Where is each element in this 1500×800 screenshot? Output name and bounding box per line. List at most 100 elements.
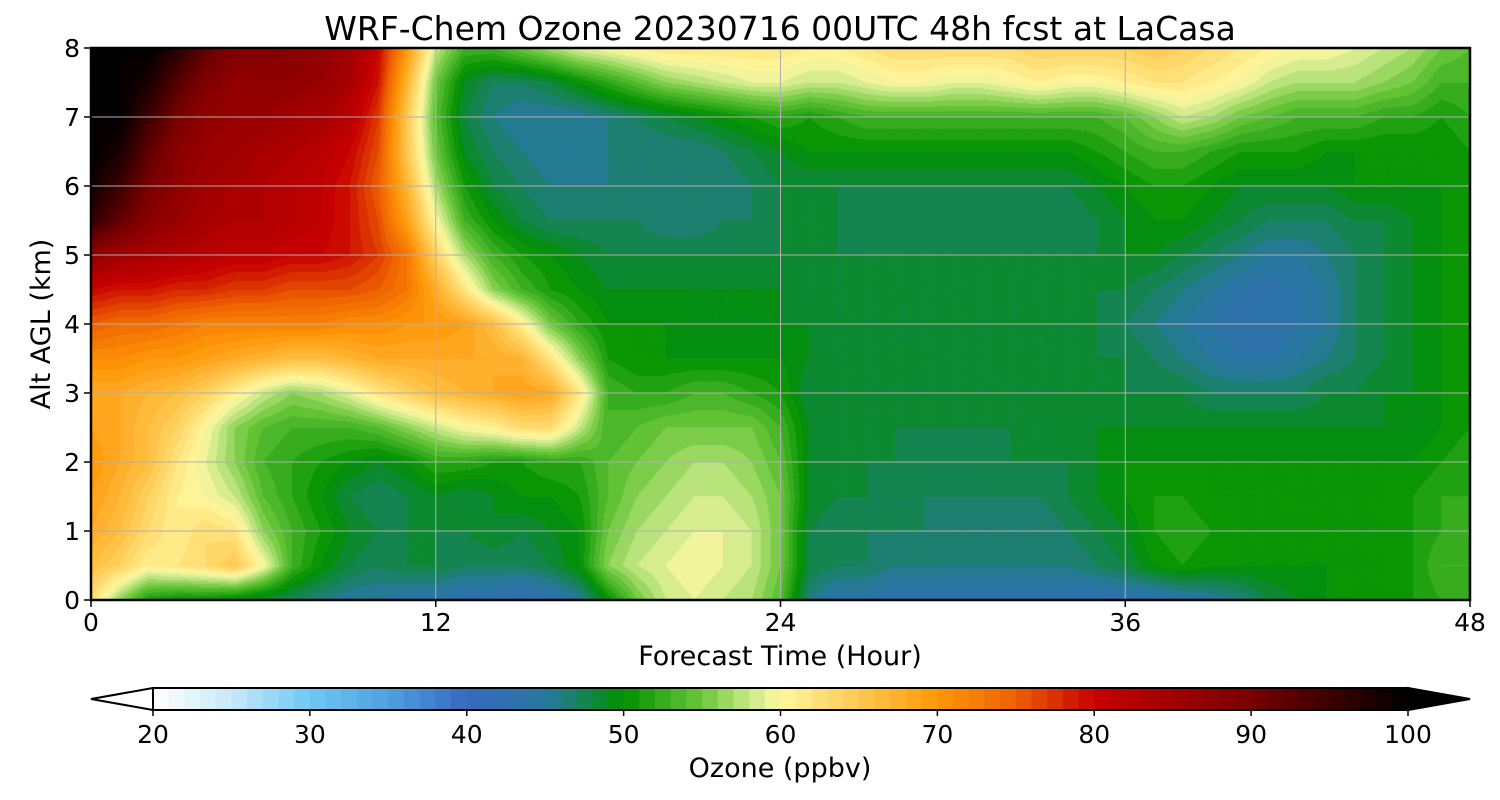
- colorbar-cell: [1062, 688, 1080, 710]
- colorbar-cell: [1000, 688, 1017, 710]
- colorbar-cell: [623, 688, 640, 710]
- y-tick-label: 2: [64, 448, 80, 477]
- colorbar-cell: [404, 688, 421, 710]
- colorbar-cell: [576, 688, 593, 710]
- colorbar-cell: [513, 688, 531, 710]
- y-axis-ticks: 0 1 2 3 4 5 6 7 8: [64, 34, 91, 615]
- colorbar-cell: [435, 688, 452, 710]
- colorbar-cell: [1251, 688, 1268, 710]
- colorbar-cell: [921, 688, 938, 710]
- y-tick-label: 3: [64, 379, 80, 408]
- colorbar-tick-label: 50: [608, 720, 640, 749]
- colorbar-cell: [592, 688, 609, 710]
- colorbar-cell: [231, 688, 248, 710]
- colorbar-cell: [388, 688, 405, 710]
- colorbar-cell: [262, 688, 280, 710]
- colorbar-cell: [1015, 688, 1033, 710]
- y-tick-label: 4: [64, 310, 80, 339]
- colorbar-cell: [1392, 688, 1409, 710]
- colorbar-cell: [1204, 688, 1221, 710]
- colorbar-cell: [1313, 688, 1331, 710]
- colorbar-cell: [890, 688, 907, 710]
- y-tick-label: 0: [64, 586, 80, 615]
- colorbar-cell: [1109, 688, 1127, 710]
- colorbar-cell: [1345, 688, 1362, 710]
- y-axis-label: Alt AGL (km): [26, 239, 57, 410]
- colorbar-cells: [153, 688, 1409, 710]
- chart-title: WRF-Chem Ozone 20230716 00UTC 48h fcst a…: [324, 9, 1236, 48]
- colorbar: 20 30 40 50 60 70 80 90 100: [90, 686, 1471, 749]
- colorbar-cell: [529, 688, 546, 710]
- colorbar-cell: [655, 688, 672, 710]
- colorbar-cell: [200, 688, 217, 710]
- y-tick-label: 8: [64, 34, 80, 63]
- y-tick-label: 6: [64, 172, 80, 201]
- colorbar-cell: [1125, 688, 1142, 710]
- colorbar-cell: [780, 688, 797, 710]
- colorbar-tick-label: 90: [1235, 720, 1267, 749]
- colorbar-cell: [1094, 688, 1111, 710]
- x-tick-label: 24: [765, 608, 797, 637]
- colorbar-cell: [670, 688, 687, 710]
- colorbar-cell: [1329, 688, 1346, 710]
- colorbar-cell: [278, 688, 295, 710]
- colorbar-cell: [843, 688, 860, 710]
- colorbar-cell: [545, 688, 562, 710]
- colorbar-cell: [153, 688, 170, 710]
- colorbar-cell: [1141, 688, 1158, 710]
- x-tick-label: 0: [83, 608, 99, 637]
- colorbar-cell: [968, 688, 986, 710]
- colorbar-cell: [733, 688, 750, 710]
- colorbar-cell: [1282, 688, 1299, 710]
- colorbar-cell: [1172, 688, 1189, 710]
- colorbar-cell: [827, 688, 844, 710]
- colorbar-tick-label: 40: [451, 720, 483, 749]
- colorbar-cell: [639, 688, 656, 710]
- colorbar-cell: [906, 688, 923, 710]
- colorbar-tick-label: 20: [137, 720, 169, 749]
- colorbar-cell: [498, 688, 515, 710]
- colorbar-cell: [1078, 688, 1095, 710]
- colorbar-cell: [796, 688, 813, 710]
- colorbar-cell: [764, 688, 782, 710]
- colorbar-cell: [984, 688, 1001, 710]
- colorbar-cell: [215, 688, 233, 710]
- colorbar-cell: [686, 688, 703, 710]
- colorbar-cell: [247, 688, 264, 710]
- colorbar-cell: [419, 688, 436, 710]
- colorbar-cell: [356, 688, 374, 710]
- colorbar-cell: [466, 688, 484, 710]
- colorbar-cell: [325, 688, 342, 710]
- colorbar-extend-low: [90, 686, 154, 712]
- colorbar-cell: [1031, 688, 1048, 710]
- colorbar-cell: [749, 688, 766, 710]
- colorbar-tick-label: 30: [294, 720, 326, 749]
- x-axis-label: Forecast Time (Hour): [638, 641, 922, 672]
- colorbar-tick-label: 70: [921, 720, 953, 749]
- x-tick-label: 12: [420, 608, 452, 637]
- colorbar-cell: [451, 688, 468, 710]
- colorbar-cell: [1188, 688, 1205, 710]
- colorbar-cell: [953, 688, 970, 710]
- y-tick-label: 1: [64, 517, 80, 546]
- colorbar-cell: [874, 688, 891, 710]
- colorbar-tick-label: 100: [1384, 720, 1432, 749]
- colorbar-label: Ozone (ppbv): [689, 753, 872, 784]
- colorbar-cell: [1360, 688, 1378, 710]
- y-tick-label: 5: [64, 241, 80, 270]
- colorbar-cell: [1157, 688, 1174, 710]
- colorbar-cell: [1047, 688, 1064, 710]
- colorbar-cell: [937, 688, 954, 710]
- grid-lines: [91, 48, 1470, 600]
- colorbar-cell: [341, 688, 358, 710]
- colorbar-cell: [372, 688, 389, 710]
- colorbar-extend-high: [1407, 686, 1471, 712]
- x-tick-label: 36: [1109, 608, 1141, 637]
- colorbar-cell: [811, 688, 829, 710]
- colorbar-ticks: 20 30 40 50 60 70 80 90 100: [137, 710, 1432, 749]
- colorbar-cell: [1235, 688, 1252, 710]
- colorbar-tick-label: 60: [765, 720, 797, 749]
- colorbar-cell: [184, 688, 201, 710]
